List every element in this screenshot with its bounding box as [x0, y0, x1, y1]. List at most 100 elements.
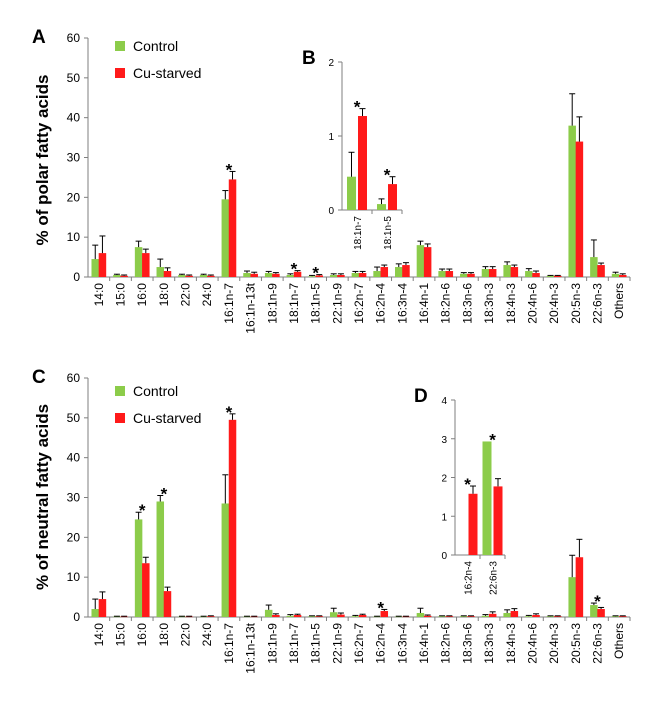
bar-control [482, 441, 492, 555]
significance-star: * [226, 160, 233, 179]
y-tick-label: 4 [441, 396, 447, 407]
bar-cu-starved [98, 599, 107, 617]
bar-control [503, 265, 511, 277]
bar-control [243, 273, 251, 277]
panel-letter: A [32, 27, 46, 48]
bar-control [568, 125, 576, 277]
bar-cu-starved [380, 267, 389, 277]
x-tick-label: 20:4n-3 [547, 283, 561, 324]
significance-star: * [226, 403, 233, 422]
panel-D: D 0 1 2 3 4 16:2n-4 22:6n-3 * * [414, 386, 506, 595]
bar-cu-starved [423, 615, 432, 617]
bar-control [264, 273, 273, 277]
bar-cu-starved [380, 611, 389, 617]
bar-control [178, 616, 186, 618]
bar-control [611, 616, 620, 617]
y-tick-label: 0 [441, 551, 447, 562]
significance-star: * [377, 598, 384, 617]
bar-cu-starved [163, 271, 172, 277]
y-tick-label: 30 [67, 151, 81, 165]
x-tick-label: 18:2n-6 [439, 623, 453, 664]
x-tick-label: 24:0 [200, 283, 214, 307]
bar-control [199, 275, 208, 277]
bar-cu-starved [185, 616, 193, 618]
bar-cu-starved [445, 616, 454, 617]
bar-control [460, 273, 468, 277]
legend-swatch [115, 41, 125, 51]
y-tick-label: 40 [67, 111, 81, 125]
x-tick-label: 16:1n-7 [222, 623, 236, 664]
y-tick-label: 0 [73, 270, 80, 284]
panel-letter: D [414, 386, 428, 407]
bar-control [416, 613, 425, 617]
x-tick-label: 24:0 [200, 623, 214, 647]
significance-star: * [464, 475, 471, 494]
bar-control [460, 616, 468, 617]
x-tick-label: 22:6n-3 [590, 283, 604, 324]
bar-cu-starved [619, 275, 627, 277]
bar-cu-starved [293, 271, 302, 277]
significance-star: * [161, 485, 168, 504]
legend-label: Cu-starved [133, 410, 201, 426]
bar-cu-starved [445, 271, 454, 277]
bar-control [377, 204, 386, 210]
bar-cu-starved [358, 273, 367, 277]
panel-B: B 0 1 2 18:1n-7 18:1n-5 * * [302, 48, 403, 250]
x-tick-label: 18:0 [157, 283, 171, 307]
x-tick-label: 18:3n-6 [460, 623, 474, 664]
bar-control [568, 577, 576, 617]
x-tick-label: 20:5n-3 [569, 623, 583, 664]
x-tick-label: 18:4n-3 [504, 623, 518, 664]
bar-control [525, 271, 533, 277]
x-tick-label: 18:1n-9 [265, 283, 279, 324]
x-tick-label: 18:1n-7 [287, 283, 301, 324]
bar-cu-starved [510, 267, 519, 277]
bar-control [134, 247, 143, 277]
x-tick-label: 16:2n-4 [374, 283, 388, 324]
bar-cu-starved [185, 275, 193, 277]
bar-control [481, 269, 490, 277]
bar-cu-starved [315, 616, 323, 617]
x-tick-label: 16:2n-4 [464, 561, 475, 595]
y-tick-label: 20 [67, 190, 81, 204]
x-tick-label: 16:2n-4 [374, 623, 388, 664]
x-tick-label: 16:3n-4 [395, 623, 409, 664]
bar-control [347, 176, 356, 210]
y-tick-label: 2 [328, 58, 334, 69]
x-tick-label: 20:5n-3 [569, 283, 583, 324]
x-tick-label: 20:4n-6 [525, 623, 539, 664]
bar-control [156, 267, 165, 277]
y-tick-label: 10 [67, 230, 81, 244]
y-tick-label: 50 [67, 411, 81, 425]
bar-cu-starved [467, 273, 475, 277]
bar-control [264, 609, 273, 617]
x-tick-label: 18:2n-6 [439, 283, 453, 324]
bar-cu-starved [468, 493, 478, 555]
bar-cu-starved [250, 273, 258, 277]
bar-cu-starved [120, 616, 128, 618]
bar-control [351, 616, 360, 617]
x-tick-label: 22:1n-9 [330, 283, 344, 324]
y-tick-label: 60 [67, 371, 81, 385]
x-tick-label: 16:0 [135, 283, 149, 307]
bar-control [113, 616, 121, 618]
bar-cu-starved [532, 615, 540, 617]
bar-cu-starved [315, 275, 323, 277]
bar-control [546, 275, 555, 277]
bar-cu-starved [163, 591, 172, 617]
significance-star: * [489, 430, 496, 449]
legend-label: Control [133, 38, 178, 54]
x-tick-label: 22:6n-3 [489, 561, 500, 595]
significance-star: * [354, 98, 361, 117]
bar-cu-starved [402, 616, 410, 618]
bar-cu-starved [337, 275, 345, 277]
x-tick-label: 15:0 [114, 283, 128, 307]
x-tick-label: 18:3n-3 [482, 283, 496, 324]
x-tick-label: 16:2n-7 [352, 283, 366, 324]
bar-control [221, 199, 230, 277]
y-tick-label: 1 [328, 132, 334, 143]
legend-swatch [115, 413, 125, 423]
legend-label: Cu-starved [133, 65, 201, 81]
bar-cu-starved [207, 616, 215, 617]
